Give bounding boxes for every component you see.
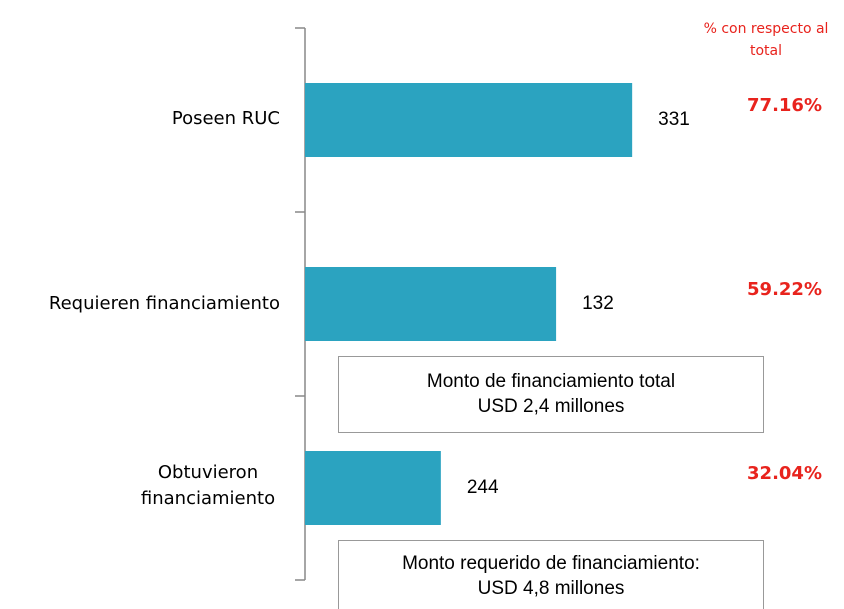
count-label: 331 [658,109,690,130]
bar [305,451,441,525]
count-label: 132 [582,293,614,314]
category-label: Requieren financiamiento [48,293,280,314]
percent-label: 32.04% [747,463,822,484]
annotation-box: Monto requerido de financiamiento: USD 4… [338,540,764,609]
category-label: Poseen RUC [171,108,280,129]
annotation-line: Monto requerido de financiamiento: [402,553,700,574]
bar [305,267,557,341]
annotation-line: USD 2,4 millones [477,396,625,417]
annotation-box: Monto de financiamiento total USD 2,4 mi… [338,356,764,433]
count-label: 244 [467,477,499,498]
header: % con respecto al total [703,21,829,59]
annotation-line: USD 4,8 millones [477,578,625,599]
bar [305,83,633,157]
percent-label: 59.22% [747,279,822,300]
category-label: Obtuvieron financiamiento [140,462,276,509]
annotation-line: Monto de financiamiento total [426,371,676,392]
percent-label: 77.16% [747,95,822,116]
